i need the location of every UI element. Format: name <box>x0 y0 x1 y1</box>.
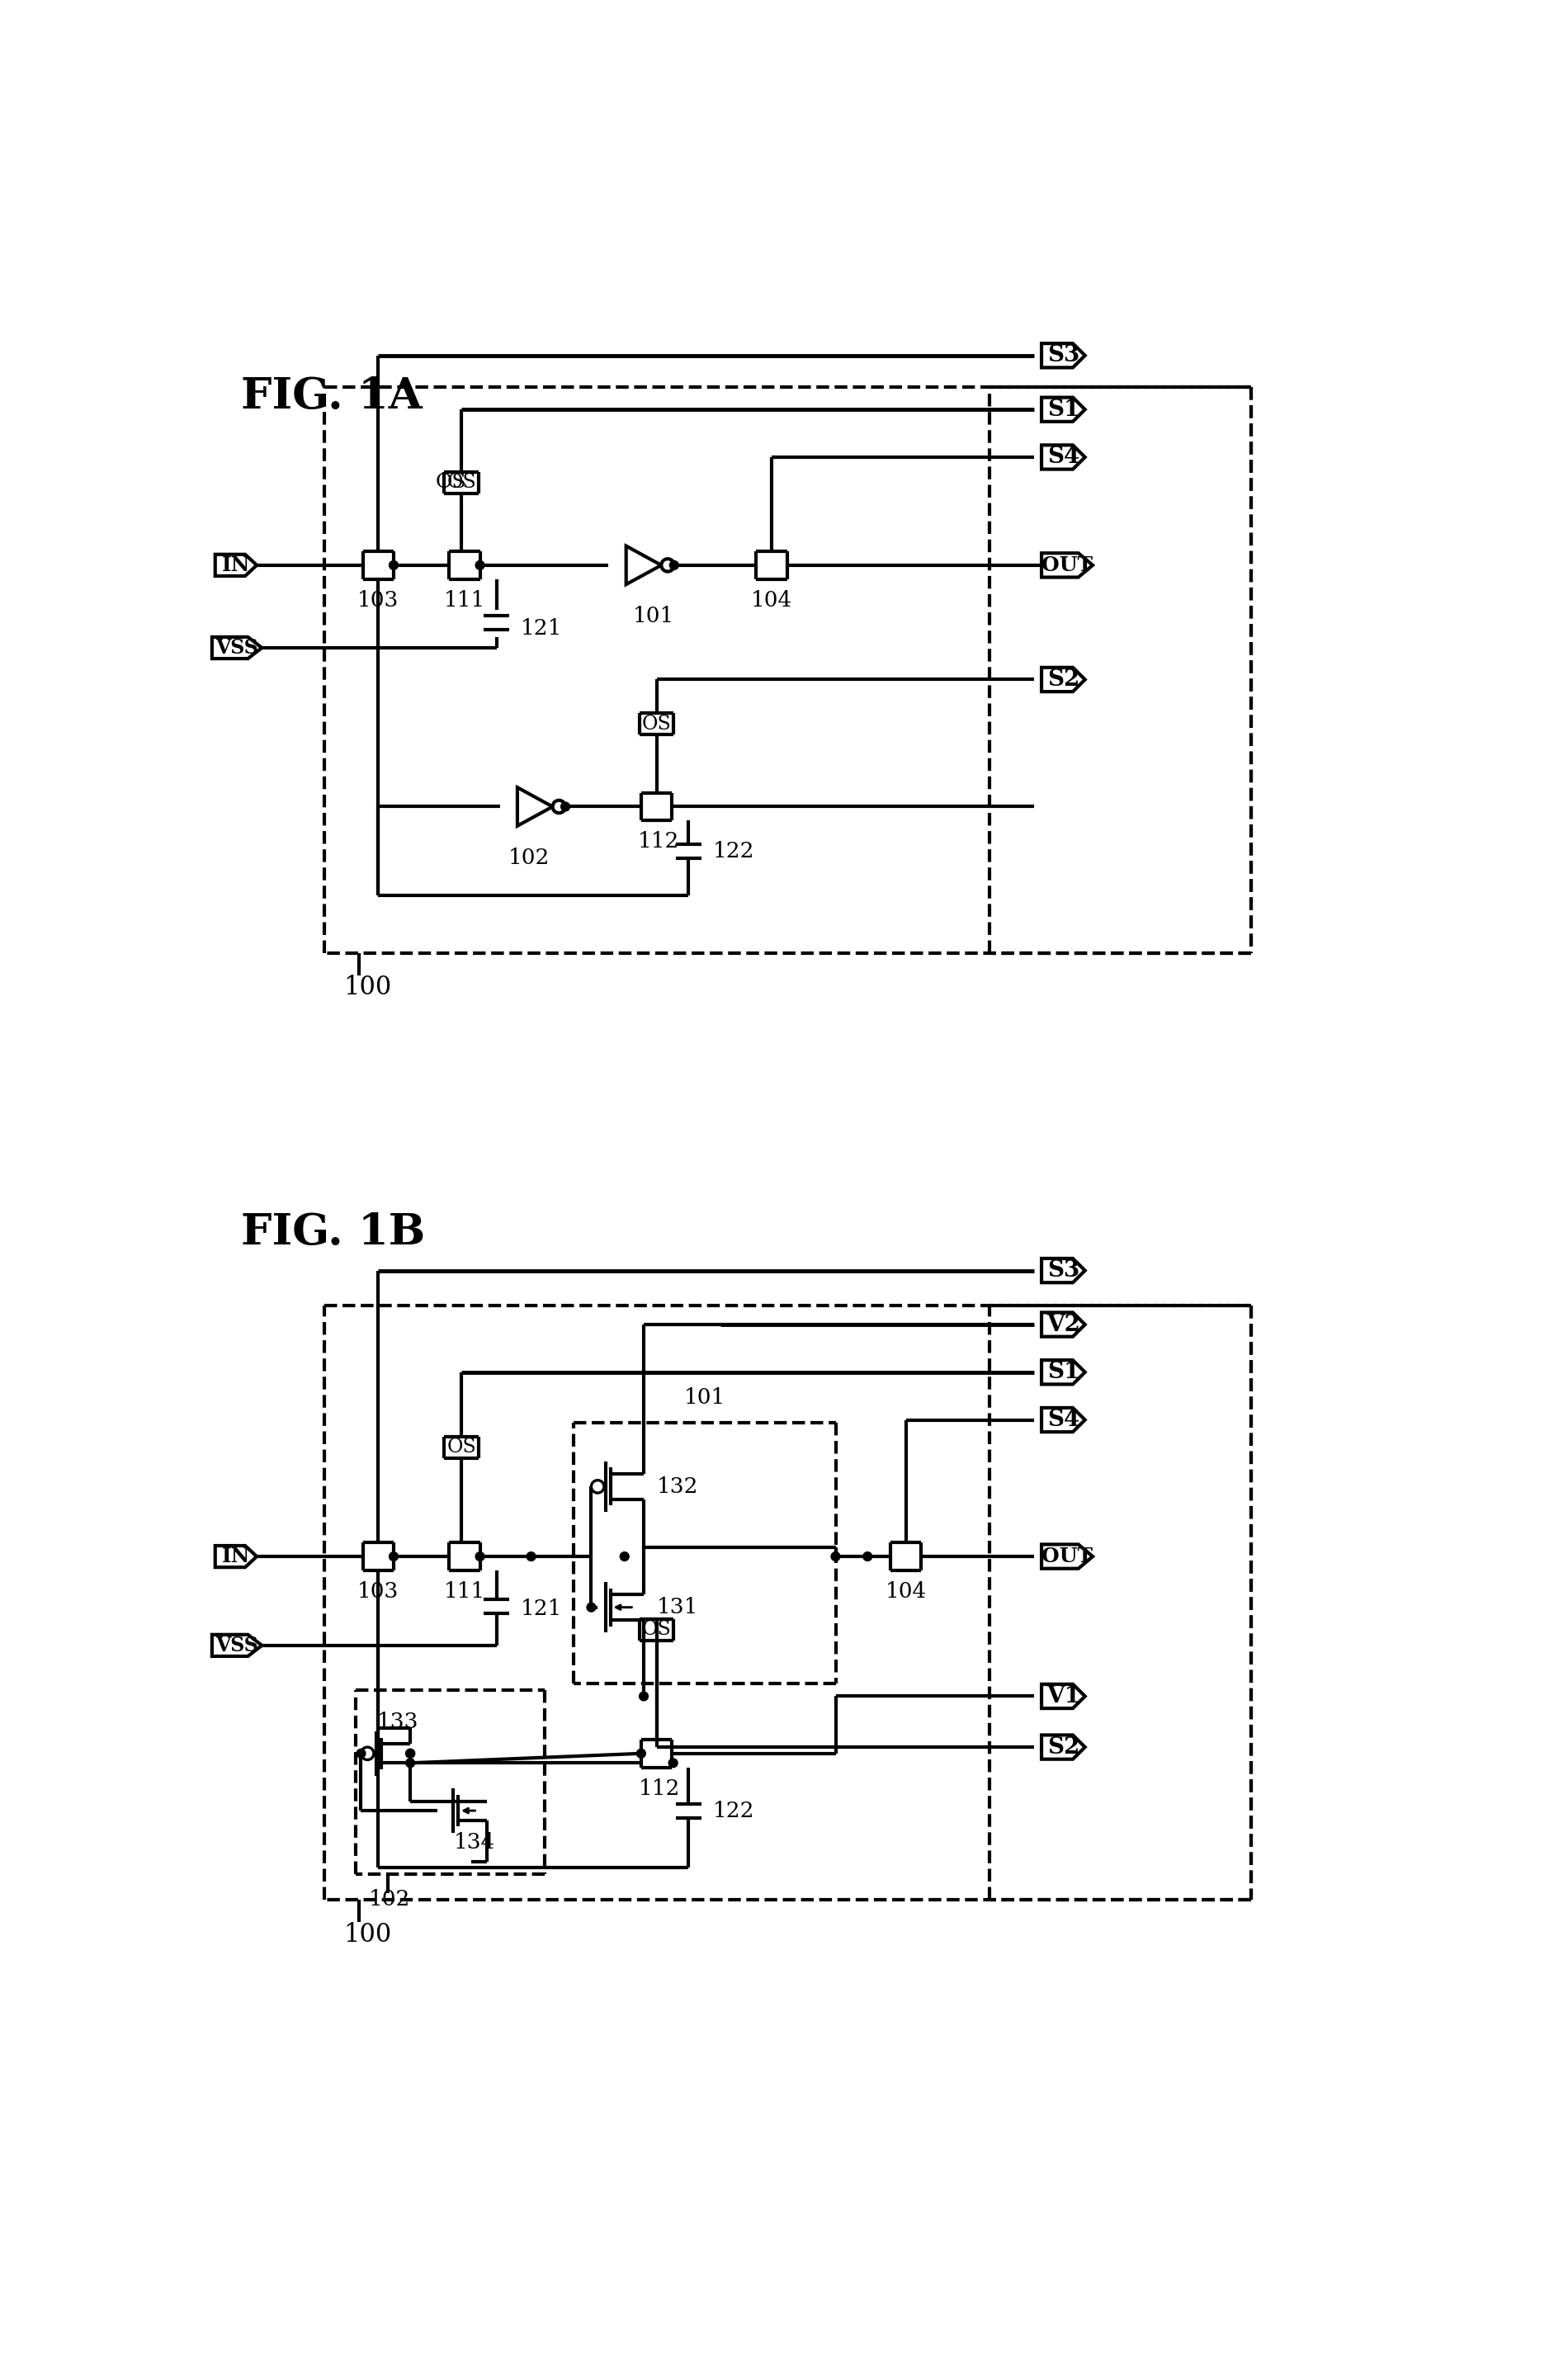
Text: 112: 112 <box>638 1778 681 1799</box>
Text: OUT: OUT <box>1041 555 1093 576</box>
Text: S3: S3 <box>1047 1259 1079 1283</box>
Polygon shape <box>212 638 262 659</box>
Polygon shape <box>1041 397 1085 421</box>
Text: 103: 103 <box>358 590 400 609</box>
Text: 122: 122 <box>713 1799 754 1821</box>
Polygon shape <box>215 555 257 576</box>
Circle shape <box>406 1749 414 1759</box>
Polygon shape <box>626 545 662 585</box>
Text: IN: IN <box>221 1547 251 1566</box>
Circle shape <box>637 1749 646 1759</box>
Text: 134: 134 <box>453 1833 495 1852</box>
Polygon shape <box>1041 666 1085 693</box>
Circle shape <box>662 559 674 571</box>
Circle shape <box>862 1552 872 1561</box>
Text: S2: S2 <box>1047 1735 1079 1759</box>
Circle shape <box>586 1602 596 1611</box>
Text: S3: S3 <box>1047 345 1079 367</box>
Text: OS: OS <box>436 474 467 493</box>
Text: VSS: VSS <box>215 638 259 657</box>
Text: VSS: VSS <box>215 1635 259 1656</box>
Text: 112: 112 <box>638 831 679 852</box>
Circle shape <box>475 1552 485 1561</box>
Text: S4: S4 <box>1047 445 1079 469</box>
Text: OS: OS <box>641 714 671 733</box>
Polygon shape <box>1041 1359 1085 1385</box>
Circle shape <box>552 800 566 814</box>
Text: 111: 111 <box>444 590 486 609</box>
Text: 102: 102 <box>368 1890 411 1909</box>
Text: 131: 131 <box>657 1597 698 1618</box>
Text: OS: OS <box>447 1438 477 1457</box>
Text: 100: 100 <box>343 1921 390 1947</box>
Text: 104: 104 <box>751 590 792 609</box>
Text: FIG. 1A: FIG. 1A <box>241 376 422 419</box>
Text: OUT: OUT <box>1041 1547 1093 1566</box>
Circle shape <box>591 1480 604 1492</box>
Text: V2: V2 <box>1046 1314 1080 1335</box>
Polygon shape <box>1041 1311 1085 1338</box>
Polygon shape <box>1041 1545 1093 1568</box>
Text: 121: 121 <box>521 1599 563 1618</box>
Polygon shape <box>1041 1409 1085 1433</box>
Circle shape <box>389 562 398 569</box>
Text: 101: 101 <box>632 607 674 626</box>
Text: 102: 102 <box>508 847 549 869</box>
Text: OS: OS <box>447 474 477 493</box>
Text: 104: 104 <box>886 1580 927 1602</box>
Text: 122: 122 <box>713 840 754 862</box>
Polygon shape <box>1041 445 1085 469</box>
Text: OS: OS <box>641 1621 671 1640</box>
Circle shape <box>475 562 485 569</box>
Circle shape <box>668 1759 677 1768</box>
Text: S1: S1 <box>1047 1361 1079 1383</box>
Polygon shape <box>1041 1735 1085 1759</box>
Polygon shape <box>1041 1259 1085 1283</box>
Text: S4: S4 <box>1047 1409 1079 1430</box>
Circle shape <box>356 1749 365 1759</box>
Text: 101: 101 <box>684 1388 724 1409</box>
Text: 103: 103 <box>358 1580 400 1602</box>
Circle shape <box>619 1552 629 1561</box>
Text: 133: 133 <box>376 1711 419 1733</box>
Polygon shape <box>215 1545 257 1568</box>
Text: 111: 111 <box>444 1580 486 1602</box>
Text: IN: IN <box>221 555 251 576</box>
Text: V1: V1 <box>1046 1685 1080 1706</box>
Circle shape <box>561 802 569 812</box>
Polygon shape <box>212 1635 262 1656</box>
Circle shape <box>361 1747 373 1759</box>
Text: FIG. 1B: FIG. 1B <box>241 1211 425 1254</box>
Text: S1: S1 <box>1047 397 1079 421</box>
Polygon shape <box>1041 1685 1085 1709</box>
Circle shape <box>670 562 679 569</box>
Circle shape <box>406 1759 414 1768</box>
Text: 100: 100 <box>343 976 390 1000</box>
Text: 132: 132 <box>657 1476 698 1497</box>
Circle shape <box>640 1692 648 1702</box>
Text: 121: 121 <box>521 619 563 640</box>
Polygon shape <box>517 788 552 826</box>
Circle shape <box>527 1552 536 1561</box>
Circle shape <box>406 1749 414 1759</box>
Text: S2: S2 <box>1047 669 1079 690</box>
Circle shape <box>389 1552 398 1561</box>
Polygon shape <box>1041 552 1093 578</box>
Circle shape <box>831 1552 840 1561</box>
Polygon shape <box>1041 343 1085 367</box>
